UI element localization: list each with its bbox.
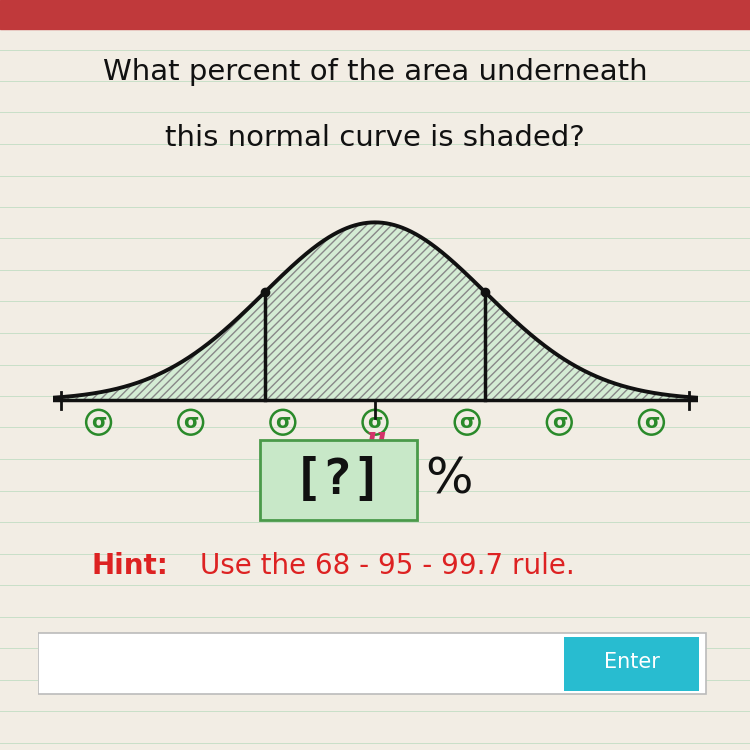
Text: [?]: [?] (293, 456, 383, 504)
Text: this normal curve is shaded?: this normal curve is shaded? (165, 124, 585, 152)
Text: What percent of the area underneath: What percent of the area underneath (103, 58, 647, 86)
Text: σ: σ (460, 413, 475, 432)
FancyBboxPatch shape (38, 633, 706, 694)
Text: μ: μ (364, 426, 386, 453)
Text: σ: σ (275, 413, 290, 432)
FancyBboxPatch shape (564, 637, 699, 691)
Text: σ: σ (644, 413, 659, 432)
Text: σ: σ (552, 413, 567, 432)
Text: %: % (424, 456, 472, 504)
Text: Use the 68 - 95 - 99.7 rule.: Use the 68 - 95 - 99.7 rule. (200, 552, 574, 580)
FancyBboxPatch shape (260, 440, 417, 520)
Text: σ: σ (91, 413, 106, 432)
Text: σ: σ (368, 413, 382, 432)
Bar (0, 0, 750, 28)
Text: Hint:: Hint: (92, 552, 168, 580)
Text: Enter: Enter (604, 652, 659, 673)
Text: σ: σ (183, 413, 198, 432)
